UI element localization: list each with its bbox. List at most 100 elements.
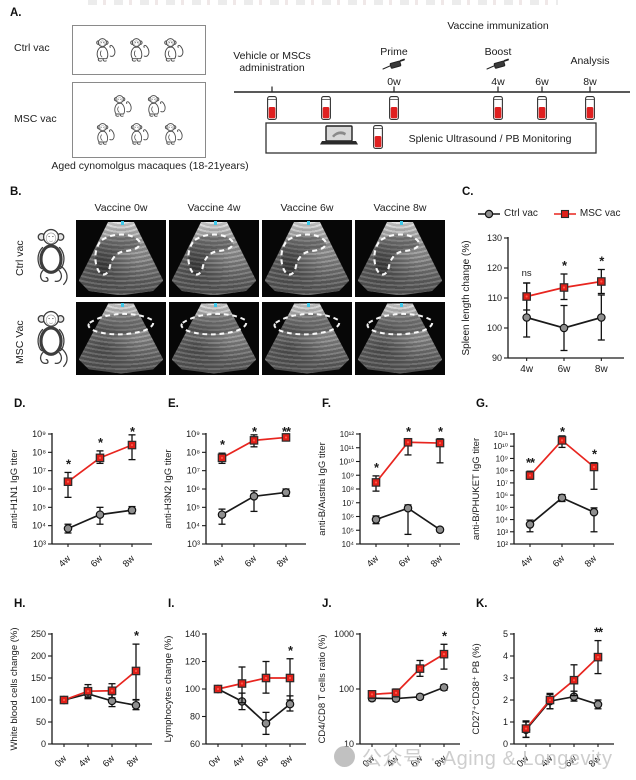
panel-k: K. 0 1 2 3 4 5 0w 4w 6w 8w CD27⁺CD38⁺ PB (%) **: [468, 596, 622, 780]
svg-text:*: *: [66, 456, 72, 471]
svg-text:140: 140: [185, 629, 200, 639]
svg-text:0w: 0w: [361, 753, 377, 769]
svg-text:4w: 4w: [385, 753, 401, 769]
svg-text:130: 130: [487, 233, 502, 243]
panel-j-label: J.: [322, 598, 332, 610]
svg-text:10⁷: 10⁷: [33, 466, 46, 476]
svg-text:110: 110: [488, 293, 502, 303]
svg-text:10⁴: 10⁴: [186, 521, 200, 531]
panel-b-label: B.: [10, 186, 22, 198]
svg-text:8w: 8w: [121, 553, 137, 569]
svg-text:8w: 8w: [587, 753, 603, 769]
svg-text:10⁸: 10⁸: [32, 447, 46, 457]
svg-text:5: 5: [503, 629, 508, 639]
svg-text:*: *: [288, 643, 294, 658]
svg-text:8w: 8w: [279, 753, 295, 769]
svg-text:*: *: [562, 258, 568, 273]
svg-text:6w: 6w: [558, 364, 572, 375]
svg-text:0: 0: [41, 739, 46, 749]
monkey-icon: [96, 123, 115, 145]
svg-text:100: 100: [487, 323, 502, 333]
monitoring-box: [265, 122, 597, 154]
svg-text:Lymphocytes change (%): Lymphocytes change (%): [163, 636, 174, 743]
svg-text:10³: 10³: [187, 539, 200, 549]
ultrasound-image: [262, 220, 352, 297]
svg-text:*: *: [560, 424, 566, 439]
svg-text:6w: 6w: [409, 753, 425, 769]
ultrasound-image: [355, 220, 445, 297]
svg-text:**: **: [526, 455, 536, 470]
svg-text:10⁴: 10⁴: [496, 516, 509, 525]
panel-a: A. Ctrl vac MSC vac Aged cynomolgus maca…: [0, 0, 636, 182]
svg-text:*: *: [406, 424, 412, 439]
blood-tube-icon: [267, 96, 277, 120]
svg-text:4w: 4w: [519, 553, 535, 569]
legend-item-msc: MSC vac: [553, 208, 621, 219]
svg-text:*: *: [374, 460, 380, 475]
blood-tube-icon: [493, 96, 503, 120]
svg-text:2: 2: [503, 695, 508, 705]
ultrasound-image: [169, 220, 259, 297]
svg-text:6w: 6w: [101, 753, 117, 769]
svg-text:6w: 6w: [397, 553, 413, 569]
panel-f-label: F.: [322, 398, 331, 410]
legend-item-ctrl: Ctrl vac: [478, 208, 538, 219]
panel-d-label: D.: [14, 398, 26, 410]
svg-text:250: 250: [31, 629, 46, 639]
blood-tube-icon: [373, 125, 383, 149]
legend: Ctrl vac MSC vac: [478, 208, 620, 219]
svg-text:10⁶: 10⁶: [186, 484, 200, 494]
svg-text:*: *: [98, 435, 104, 450]
svg-text:*: *: [252, 424, 258, 439]
svg-text:10⁴: 10⁴: [32, 521, 46, 531]
syringe-icon: [486, 58, 509, 70]
ultrasound-image: [262, 302, 352, 375]
group-label-msc-vac: MSC vac: [14, 113, 57, 125]
svg-text:100: 100: [31, 695, 46, 705]
chart-white-blood-cells: 0 50 100 150 200 250 0w 4w 6w 8w White blood cells…: [9, 627, 152, 770]
svg-text:10⁸: 10⁸: [342, 485, 354, 494]
svg-text:100: 100: [185, 684, 200, 694]
col-header-vaccine-8w: Vaccine 8w: [373, 202, 427, 214]
ultrasound-image: [355, 302, 445, 375]
svg-text:8w: 8w: [429, 553, 445, 569]
blood-tube-icon: [585, 96, 595, 120]
panel-i: I. 60 80 100 120 140 0w 4w 6w 8w Lymphocytes chan…: [160, 596, 314, 780]
chart-spleen-length: 90 100 110 120 130 4w 6w 8w Spleen length change…: [461, 233, 624, 375]
svg-text:*: *: [442, 628, 448, 643]
timepoint-0w: 0w: [387, 76, 401, 88]
panel-h-label: H.: [14, 598, 26, 610]
legend-label-msc: MSC vac: [579, 208, 621, 219]
ultrasound-image: [76, 220, 166, 297]
svg-text:White blood cells change (%): White blood cells change (%): [9, 627, 20, 750]
svg-text:*: *: [130, 424, 136, 439]
svg-text:4w: 4w: [211, 553, 227, 569]
svg-text:*: *: [599, 254, 605, 269]
col-header-vaccine-6w: Vaccine 6w: [280, 202, 334, 214]
svg-text:0w: 0w: [53, 753, 69, 769]
ctrl-vac-group-box: [72, 25, 206, 75]
timeline-schematic: Vaccine immunization Vehicle or MSCs adm…: [233, 20, 630, 154]
svg-text:8w: 8w: [433, 753, 449, 769]
svg-text:6w: 6w: [255, 753, 271, 769]
chart-lymphocytes: 60 80 100 120 140 0w 4w 6w 8w Lymphocytes change …: [163, 629, 306, 770]
svg-text:8w: 8w: [275, 553, 291, 569]
svg-text:4w: 4w: [231, 753, 247, 769]
svg-text:10¹⁰: 10¹⁰: [493, 442, 508, 451]
svg-text:200: 200: [31, 651, 46, 661]
chart-anti-b-austria: 10⁴ 10⁵ 10⁶ 10⁷ 10⁸ 10⁹ 10¹⁰ 10¹¹ 10¹² 4w 6w 8w anti…: [317, 424, 460, 570]
svg-text:10⁶: 10⁶: [496, 491, 508, 500]
svg-text:3: 3: [503, 673, 508, 683]
svg-text:10: 10: [344, 739, 354, 749]
svg-text:10⁶: 10⁶: [32, 484, 46, 494]
svg-text:4: 4: [503, 651, 508, 661]
group-label-ctrl-vac: Ctrl vac: [14, 42, 50, 54]
svg-text:6w: 6w: [243, 553, 259, 569]
svg-text:Spleen length change (%): Spleen length change (%): [461, 240, 472, 355]
svg-text:10⁵: 10⁵: [342, 526, 354, 535]
blood-tube-icon: [389, 96, 399, 120]
blood-tube-icon: [537, 96, 547, 120]
svg-text:**: **: [594, 625, 604, 640]
svg-text:10¹²: 10¹²: [340, 430, 355, 439]
legend-label-ctrl: Ctrl vac: [504, 208, 538, 219]
